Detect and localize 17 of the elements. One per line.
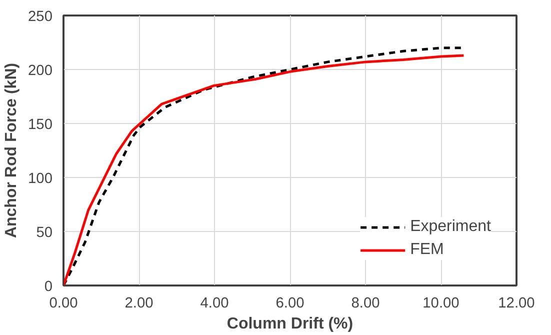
x-tick-label: 10.00: [422, 296, 460, 312]
y-tick-label: 0: [44, 279, 53, 295]
y-tick-label: 250: [28, 9, 53, 25]
x-tick-label: 12.00: [498, 296, 535, 312]
y-axis-title: Anchor Rod Force (kN): [3, 62, 20, 238]
y-tick-label: 150: [28, 117, 53, 133]
legend-label: Experiment: [410, 218, 491, 236]
y-tick-label: 50: [36, 225, 53, 241]
x-tick-label: 4.00: [200, 296, 229, 312]
y-tick-label: 100: [28, 171, 53, 187]
x-axis-title: Column Drift (%): [226, 316, 354, 332]
x-tick-label: 0.00: [49, 296, 78, 312]
x-tick-label: 6.00: [276, 296, 304, 312]
x-tick-label: 8.00: [351, 296, 380, 312]
legend-label: FEM: [410, 241, 444, 259]
y-tick-label: 200: [28, 63, 53, 79]
x-tick-label: 2.00: [124, 296, 154, 312]
